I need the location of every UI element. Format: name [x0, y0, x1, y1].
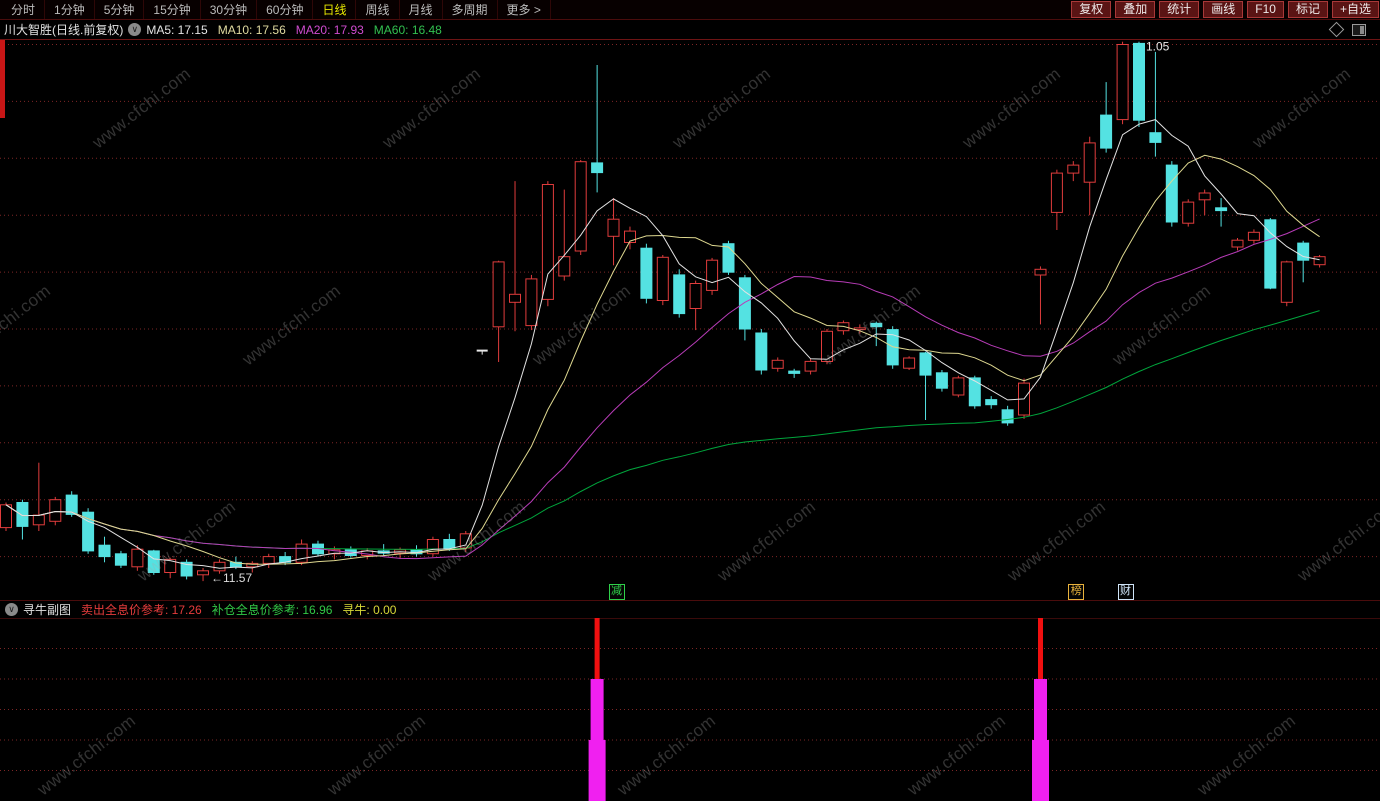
ma-label: MA5: 17.15 [146, 22, 208, 37]
tool-button[interactable]: 叠加 [1115, 1, 1156, 18]
sub-indicator-value: 补仓全息价参考: 16.96 [211, 603, 333, 617]
signal-bar-segment [590, 679, 604, 740]
ma-label: MA60: 16.48 [373, 22, 442, 37]
tool-button[interactable]: F10 [1247, 1, 1284, 18]
sub-indicator-value: 寻牛: 0.00 [342, 603, 397, 617]
ma-label: MA10: 17.56 [217, 22, 286, 37]
period-item[interactable]: 月线 [400, 0, 443, 19]
header-separator [0, 39, 1380, 40]
diamond-icon[interactable] [1328, 21, 1345, 38]
low-price-label: ←11.57 [211, 571, 252, 585]
candles [0, 41, 1326, 582]
period-item[interactable]: 更多 > [498, 0, 551, 19]
split-layout-icon[interactable] [1352, 23, 1366, 36]
signal-bar-segment [1034, 679, 1047, 740]
top-toolbar: 分时 1分钟 5分钟 15分钟 30分钟 60分钟 日线 周线 月线 多周期 更多 > 复权 叠加 统计… [0, 0, 1380, 20]
left-edge-marker [0, 40, 5, 118]
chevron-down-icon[interactable]: ∨ [128, 23, 142, 36]
main-chart-canvas: 1.05 ←11.57 [0, 40, 1380, 585]
period-item[interactable]: 周线 [356, 0, 400, 19]
sub-chart-canvas [0, 618, 1380, 801]
signal-bar-segment [1038, 618, 1043, 679]
signal-bar-segment [588, 740, 606, 801]
sub-indicator-values: 卖出全息价参考: 17.26 补仓全息价参考: 16.96 寻牛: 0.00 [71, 601, 396, 618]
period-item[interactable]: 多周期 [443, 0, 498, 19]
chevron-down-icon[interactable]: ∨ [5, 603, 18, 616]
tool-button[interactable]: +自选 [1331, 1, 1379, 18]
period-item[interactable]: 1分钟 [45, 0, 95, 19]
ma-lines [5, 119, 1320, 569]
event-marker[interactable]: 减 [608, 584, 625, 600]
toolbar-buttons: 复权 叠加 统计 画线 F10 标记 +自选 [1071, 0, 1380, 19]
tool-button[interactable]: 标记 [1287, 1, 1328, 18]
peak-price-label: 1.05 [1146, 40, 1170, 54]
chart-header: 川大智胜(日线.前复权) ∨ MA5: 17.15 MA10: 17.56 MA20… [0, 20, 1380, 39]
period-item[interactable]: 60分钟 [257, 0, 314, 19]
tool-button[interactable]: 统计 [1159, 1, 1200, 18]
period-item[interactable]: 分时 [2, 0, 46, 19]
ma-value-labels: MA5: 17.15 MA10: 17.56 MA20: 17.93 MA60: 16… [146, 23, 452, 37]
period-item[interactable]: 日线 [313, 0, 357, 19]
tool-button[interactable]: 画线 [1203, 1, 1244, 18]
ma-label: MA20: 17.93 [295, 22, 364, 37]
sub-indicator-header: ∨ 寻牛副图 卖出全息价参考: 17.26 补仓全息价参考: 16.96 寻牛: 0… [0, 600, 1380, 619]
sub-indicator-title: 寻牛副图 [23, 603, 72, 617]
tool-button[interactable]: 复权 [1071, 1, 1112, 18]
period-item[interactable]: 15分钟 [144, 0, 201, 19]
event-marker[interactable]: 榜 [1068, 584, 1085, 600]
signal-bar-segment [1032, 740, 1049, 801]
period-item[interactable]: 5分钟 [95, 0, 145, 19]
header-icons [1328, 21, 1380, 38]
sub-chart-area[interactable] [0, 618, 1380, 801]
period-item[interactable]: 30分钟 [201, 0, 258, 19]
signal-bar-segment [594, 618, 600, 679]
period-menu: 分时 1分钟 5分钟 15分钟 30分钟 60分钟 日线 周线 月线 多周期 更多 > [2, 0, 551, 19]
main-chart-area[interactable]: 1.05 ←11.57 减 榜 财 [0, 40, 1380, 600]
sub-indicator-value: 卖出全息价参考: 17.26 [81, 603, 202, 617]
stock-title: 川大智胜(日线.前复权) [4, 23, 124, 37]
event-marker[interactable]: 财 [1117, 584, 1134, 600]
